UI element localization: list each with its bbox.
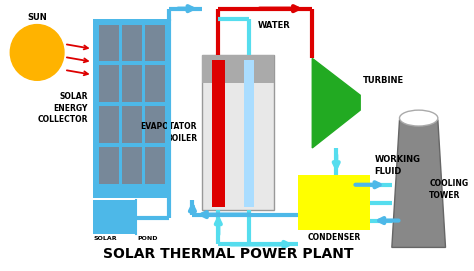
FancyBboxPatch shape: [93, 200, 136, 234]
Text: COOLING
TOWER: COOLING TOWER: [429, 179, 468, 200]
Circle shape: [10, 25, 64, 80]
FancyBboxPatch shape: [146, 25, 164, 62]
FancyBboxPatch shape: [100, 25, 118, 62]
Polygon shape: [392, 112, 446, 247]
FancyBboxPatch shape: [211, 60, 225, 207]
Text: SUN: SUN: [27, 12, 47, 22]
FancyBboxPatch shape: [100, 147, 118, 184]
Text: SOLAR THERMAL POWER PLANT: SOLAR THERMAL POWER PLANT: [103, 247, 353, 261]
Text: WORKING
FLUID: WORKING FLUID: [374, 155, 420, 176]
Polygon shape: [312, 58, 360, 148]
FancyBboxPatch shape: [244, 60, 254, 207]
FancyBboxPatch shape: [122, 25, 142, 62]
FancyBboxPatch shape: [93, 19, 169, 198]
FancyBboxPatch shape: [122, 106, 142, 143]
Text: WATER: WATER: [257, 21, 290, 30]
FancyBboxPatch shape: [146, 65, 164, 102]
FancyBboxPatch shape: [122, 65, 142, 102]
FancyBboxPatch shape: [202, 55, 274, 83]
FancyBboxPatch shape: [100, 106, 118, 143]
FancyBboxPatch shape: [122, 147, 142, 184]
Text: SOLAR: SOLAR: [94, 237, 117, 241]
Text: POND: POND: [138, 237, 158, 241]
Text: TURBINE: TURBINE: [363, 76, 404, 85]
FancyBboxPatch shape: [202, 55, 274, 209]
FancyBboxPatch shape: [146, 147, 164, 184]
FancyBboxPatch shape: [298, 175, 370, 230]
FancyBboxPatch shape: [100, 65, 118, 102]
Text: EVAPOTATOR
BOILER: EVAPOTATOR BOILER: [141, 122, 197, 143]
FancyBboxPatch shape: [146, 106, 164, 143]
Text: SOLAR
ENERGY
COLLECTOR: SOLAR ENERGY COLLECTOR: [37, 92, 88, 124]
Ellipse shape: [400, 110, 438, 126]
Text: CONDENSER: CONDENSER: [307, 234, 360, 243]
